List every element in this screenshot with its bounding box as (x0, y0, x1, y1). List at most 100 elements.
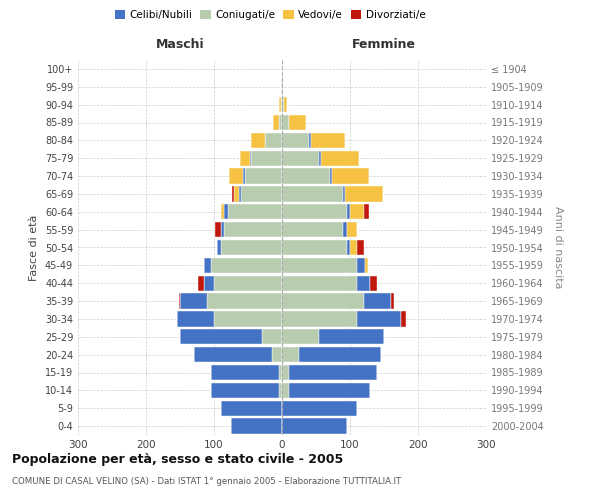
Text: Femmine: Femmine (352, 38, 416, 51)
Bar (221, 204, 224, 220)
Bar (311, 133, 344, 148)
Bar (242, 168, 245, 184)
Bar (282, 276, 357, 291)
Bar (211, 258, 282, 273)
Text: COMUNE DI CASAL VELINO (SA) - Dati ISTAT 1° gennaio 2005 - Elaborazione TUTTITAL: COMUNE DI CASAL VELINO (SA) - Dati ISTAT… (12, 477, 401, 486)
Bar (345, 186, 383, 202)
Bar (211, 365, 278, 380)
Bar (204, 258, 211, 273)
Bar (211, 383, 278, 398)
Bar (214, 312, 282, 326)
Bar (289, 383, 370, 398)
Bar (319, 150, 322, 166)
Bar (241, 186, 282, 202)
Bar (343, 222, 347, 237)
Bar (364, 294, 391, 308)
Bar (272, 347, 282, 362)
Bar (282, 347, 299, 362)
Bar (251, 133, 265, 148)
Bar (207, 294, 282, 308)
Y-axis label: Fasce di età: Fasce di età (29, 214, 39, 280)
Bar (282, 365, 289, 380)
Bar (232, 186, 234, 202)
Bar (234, 186, 239, 202)
Bar (365, 258, 368, 273)
Text: Popolazione per età, sesso e stato civile - 2005: Popolazione per età, sesso e stato civil… (12, 452, 343, 466)
Bar (322, 150, 359, 166)
Bar (347, 204, 350, 220)
Bar (401, 312, 406, 326)
Bar (319, 329, 384, 344)
Legend: Celibi/Nubili, Coniugati/e, Vedovi/e, Divorziati/e: Celibi/Nubili, Coniugati/e, Vedovi/e, Di… (113, 8, 427, 22)
Bar (391, 294, 394, 308)
Bar (281, 79, 282, 94)
Bar (180, 329, 262, 344)
Bar (357, 312, 401, 326)
Bar (343, 186, 345, 202)
Bar (221, 400, 282, 416)
Bar (221, 240, 282, 255)
Bar (231, 418, 282, 434)
Bar (289, 115, 306, 130)
Bar (224, 204, 227, 220)
Bar (278, 115, 282, 130)
Text: Maschi: Maschi (155, 38, 205, 51)
Bar (179, 294, 180, 308)
Bar (224, 222, 282, 237)
Bar (180, 294, 207, 308)
Bar (370, 276, 377, 291)
Bar (284, 97, 287, 112)
Bar (251, 150, 282, 166)
Bar (282, 312, 357, 326)
Bar (273, 115, 278, 130)
Bar (347, 222, 357, 237)
Bar (282, 133, 309, 148)
Bar (199, 276, 204, 291)
Bar (282, 222, 343, 237)
Bar (350, 240, 357, 255)
Bar (282, 150, 319, 166)
Bar (282, 240, 347, 255)
Bar (282, 97, 284, 112)
Bar (176, 312, 214, 326)
Bar (278, 383, 282, 398)
Bar (282, 294, 364, 308)
Bar (245, 168, 282, 184)
Bar (239, 186, 241, 202)
Bar (350, 204, 364, 220)
Bar (240, 150, 250, 166)
Bar (229, 168, 242, 184)
Bar (250, 150, 251, 166)
Bar (364, 204, 369, 220)
Bar (282, 400, 357, 416)
Y-axis label: Anni di nascita: Anni di nascita (553, 206, 563, 289)
Bar (282, 383, 289, 398)
Bar (282, 204, 347, 220)
Bar (282, 186, 343, 202)
Bar (221, 222, 224, 237)
Bar (281, 97, 282, 112)
Bar (282, 115, 289, 130)
Bar (262, 329, 282, 344)
Bar (194, 347, 272, 362)
Bar (282, 79, 283, 94)
Bar (282, 168, 329, 184)
Bar (289, 365, 377, 380)
Bar (357, 258, 365, 273)
Bar (215, 222, 221, 237)
Bar (282, 418, 347, 434)
Bar (282, 329, 319, 344)
Bar (278, 365, 282, 380)
Bar (204, 276, 214, 291)
Bar (214, 276, 282, 291)
Bar (347, 240, 350, 255)
Bar (227, 204, 282, 220)
Bar (357, 240, 364, 255)
Bar (217, 240, 221, 255)
Bar (279, 97, 281, 112)
Bar (282, 258, 357, 273)
Bar (357, 276, 370, 291)
Bar (309, 133, 311, 148)
Bar (299, 347, 380, 362)
Bar (332, 168, 369, 184)
